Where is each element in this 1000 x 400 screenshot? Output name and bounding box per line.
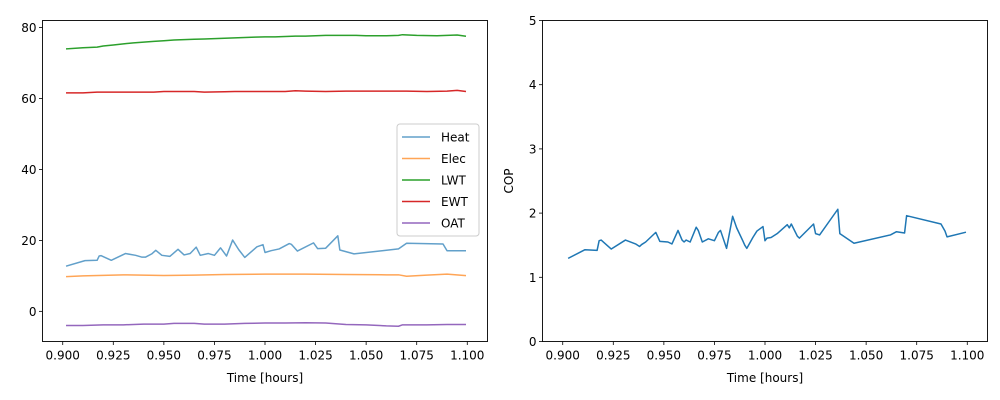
left-series-line-1: [65, 273, 467, 278]
right-x-tick-label: 1.050: [849, 349, 883, 363]
legend: Heat Elec LWT EWT OAT: [396, 123, 480, 237]
legend-entries: Heat Elec LWT EWT OAT: [402, 131, 470, 231]
left-y-ticks: 0 20 40 60 80: [21, 21, 43, 319]
right-x-tick-label: 1.025: [798, 349, 832, 363]
legend-label: OAT: [441, 217, 466, 231]
right-y-axis-label: COP: [502, 168, 516, 193]
right-x-tick-label: 1.000: [748, 349, 782, 363]
right-x-tick-label: 0.900: [546, 349, 580, 363]
right-y-tick-label: 5: [529, 14, 537, 28]
left-y-tick-label: 0: [29, 305, 37, 319]
right-y-ticks: 0 1 2 3 4 5: [529, 14, 543, 349]
left-y-tick-label: 80: [21, 21, 36, 35]
legend-label: LWT: [441, 174, 466, 188]
left-series-line-4: [66, 321, 466, 327]
left-x-axis-label: Time [hours]: [226, 371, 303, 385]
right-y-tick-label: 4: [529, 78, 537, 92]
right-x-tick-label: 0.925: [596, 349, 630, 363]
right-axes-frame: [542, 20, 988, 342]
left-y-tick-label: 40: [21, 163, 36, 177]
left-x-tick-label: 0.925: [96, 349, 130, 363]
right-y-tick-label: 2: [529, 207, 537, 221]
left-x-ticks: 0.900 0.925 0.950 0.975 1.000 1.025 1.050 1.075…: [46, 341, 484, 363]
left-x-tick-label: 1.050: [349, 349, 383, 363]
left-plot: 0.900 0.925 0.950 0.975 1.000 1.025 1.050 1.075…: [21, 20, 488, 385]
left-y-tick-label: 20: [21, 234, 36, 248]
right-y-tick-label: 0: [529, 335, 537, 349]
left-x-tick-label: 1.075: [400, 349, 434, 363]
legend-label: Elec: [441, 152, 466, 166]
right-x-tick-label: 0.950: [647, 349, 681, 363]
legend-frame: [396, 123, 480, 237]
left-x-tick-label: 1.025: [298, 349, 332, 363]
right-x-ticks: 0.900 0.925 0.950 0.975 1.000 1.025 1.050 1.075…: [546, 341, 984, 363]
right-plot: 0.900 0.925 0.950 0.975 1.000 1.025 1.050 1.075…: [502, 14, 988, 385]
legend-label: EWT: [441, 195, 468, 209]
left-x-tick-label: 0.900: [46, 349, 80, 363]
left-x-tick-label: 1.000: [248, 349, 282, 363]
legend-label: Heat: [441, 131, 470, 145]
right-x-tick-label: 1.075: [900, 349, 934, 363]
right-y-tick-label: 1: [529, 271, 537, 285]
left-x-tick-label: 0.950: [147, 349, 181, 363]
right-x-axis-label: Time [hours]: [726, 371, 803, 385]
left-x-tick-label: 0.975: [197, 349, 231, 363]
left-series-line-3: [66, 89, 467, 94]
left-series-line-0: [65, 235, 466, 267]
left-series-group: [65, 33, 467, 327]
right-x-tick-label: 1.100: [950, 349, 984, 363]
right-x-tick-label: 0.975: [697, 349, 731, 363]
right-series-group: [567, 208, 967, 260]
right-y-tick-label: 3: [529, 142, 537, 156]
left-series-line-2: [65, 33, 467, 50]
left-x-tick-label: 1.100: [450, 349, 484, 363]
right-series-line-0: [567, 208, 967, 260]
left-y-tick-label: 60: [21, 92, 36, 106]
